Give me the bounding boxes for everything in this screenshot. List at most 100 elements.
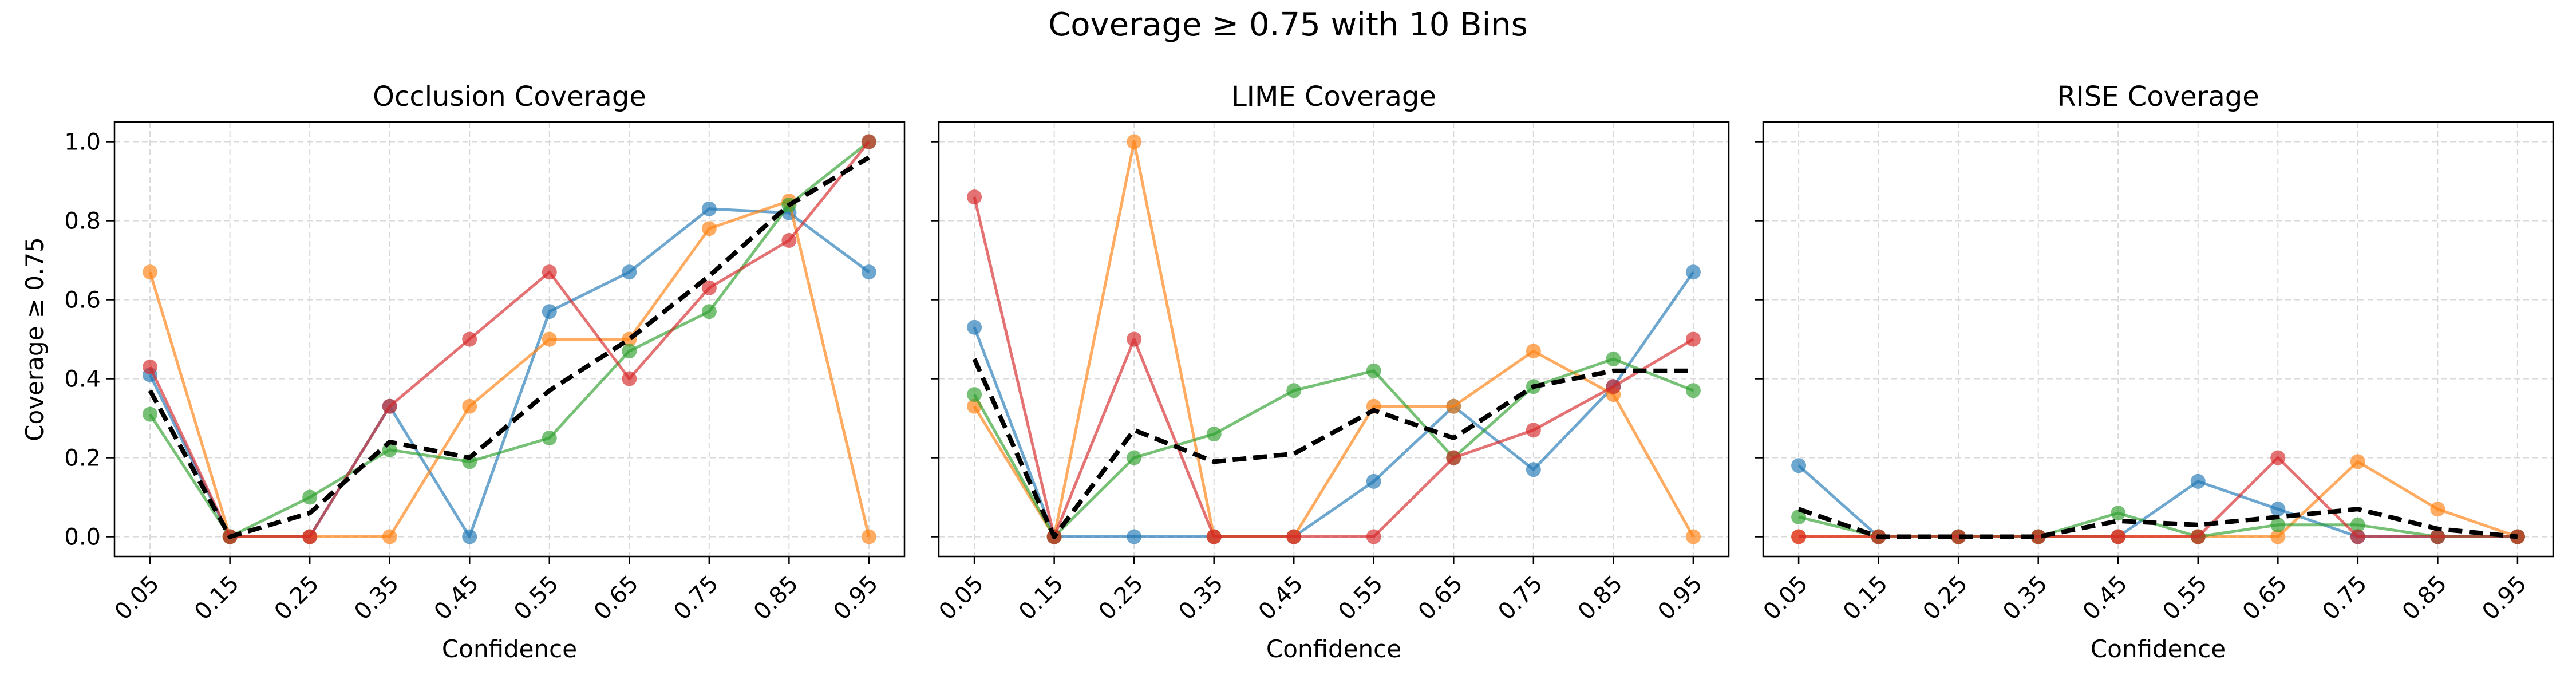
data-point-orange	[701, 221, 717, 236]
data-point-orange	[462, 398, 477, 414]
data-point-green	[1685, 383, 1701, 398]
data-point-green	[1606, 352, 1621, 366]
data-point-orange	[1127, 134, 1142, 149]
data-point-green	[1366, 363, 1381, 378]
panel-title: RISE Coverage	[2057, 81, 2259, 113]
data-point-green	[701, 304, 717, 319]
data-point-blue	[1366, 473, 1381, 489]
mean-line	[148, 155, 870, 539]
data-point-orange	[861, 529, 876, 544]
data-point-red	[701, 280, 717, 295]
y-axis: 0.0 0.2 0.4 0.6 0.8 1.0	[64, 129, 114, 551]
data-point-red	[2030, 529, 2046, 544]
data-point-blue	[701, 201, 717, 216]
panel-title: Occlusion Coverage	[373, 81, 646, 113]
data-point-red	[2111, 529, 2126, 544]
data-point-blue	[542, 304, 557, 319]
data-point-green	[302, 489, 318, 505]
data-point-red	[861, 134, 876, 149]
data-point-red	[382, 398, 397, 414]
data-point-red	[1127, 331, 1142, 347]
data-point-blue	[1526, 462, 1541, 477]
data-point-blue	[2190, 473, 2206, 489]
axes-frame	[1762, 121, 2554, 558]
data-point-red	[2270, 450, 2286, 465]
y-tick-label: 1.0	[64, 129, 101, 156]
data-point-red	[1791, 529, 1807, 544]
data-point-red	[143, 359, 158, 374]
series-group	[143, 134, 876, 544]
data-point-green	[1127, 450, 1142, 465]
data-point-orange	[2350, 454, 2365, 469]
y-tick-label: 0.8	[64, 208, 101, 235]
y-tick-label: 0.6	[64, 287, 101, 314]
data-point-green	[2350, 517, 2365, 532]
axes-frame	[938, 121, 1730, 558]
data-point-orange	[1526, 344, 1541, 359]
data-point-blue	[462, 529, 477, 544]
series-line-green	[149, 140, 870, 538]
data-point-red	[1606, 379, 1621, 394]
data-point-orange	[2270, 529, 2286, 544]
y-tick-label: 0.0	[64, 524, 101, 551]
data-point-green	[967, 387, 982, 402]
data-point-blue	[861, 264, 876, 280]
data-point-red	[1206, 529, 1222, 544]
y-tick-label: 0.4	[64, 366, 101, 393]
y-axis	[931, 141, 939, 538]
data-point-red	[542, 264, 557, 280]
data-point-orange	[1446, 398, 1461, 414]
panel-title: LIME Coverage	[1231, 81, 1436, 113]
data-point-orange	[542, 331, 557, 347]
series-line-red	[148, 140, 870, 538]
y-tick-label: 0.2	[64, 445, 101, 472]
data-point-green	[2111, 506, 2126, 521]
series-line-red	[973, 196, 1694, 538]
x-axis-label: Confidence	[442, 635, 577, 663]
data-point-green	[1206, 427, 1222, 442]
series-line-blue	[973, 271, 1694, 538]
y-axis	[1755, 141, 1763, 538]
data-point-red	[967, 189, 982, 205]
data-point-orange	[1685, 529, 1701, 544]
data-point-green	[542, 431, 557, 445]
x-axis-label: Confidence	[2091, 635, 2226, 663]
data-point-orange	[382, 529, 397, 544]
data-point-green	[1791, 510, 1807, 524]
data-point-red	[781, 233, 797, 248]
data-point-red	[1286, 529, 1302, 544]
data-point-blue	[2270, 502, 2286, 517]
series-line-green	[973, 357, 1694, 538]
data-point-red	[302, 529, 318, 544]
data-point-blue	[1791, 458, 1807, 473]
data-point-orange	[2430, 502, 2445, 517]
grid	[114, 122, 904, 556]
data-point-blue	[967, 319, 982, 335]
data-point-blue	[1127, 529, 1142, 544]
data-point-red	[1366, 529, 1381, 544]
data-point-green	[143, 406, 158, 422]
data-point-red	[462, 331, 477, 347]
data-point-blue	[1685, 264, 1701, 280]
series-group	[1791, 450, 2525, 544]
data-point-red	[1446, 450, 1461, 465]
data-point-red	[622, 371, 637, 386]
data-point-red	[1526, 423, 1541, 438]
data-point-red	[1951, 529, 1966, 544]
figure-title: Coverage ≥ 0.75 with 10 Bins	[1048, 6, 1528, 44]
data-point-green	[622, 344, 637, 359]
data-point-blue	[622, 264, 637, 280]
x-axis-label: Confidence	[1266, 635, 1401, 663]
data-point-red	[2190, 529, 2206, 544]
y-axis-label: Coverage ≥ 0.75	[21, 237, 49, 441]
axes-frame	[113, 121, 906, 558]
mean-line	[1797, 507, 2518, 539]
data-point-red	[2350, 529, 2365, 544]
data-point-green	[2270, 517, 2286, 532]
series-group	[967, 134, 1701, 544]
data-point-red	[1685, 331, 1701, 347]
data-point-red	[2430, 529, 2445, 544]
mean-line	[972, 358, 1693, 539]
